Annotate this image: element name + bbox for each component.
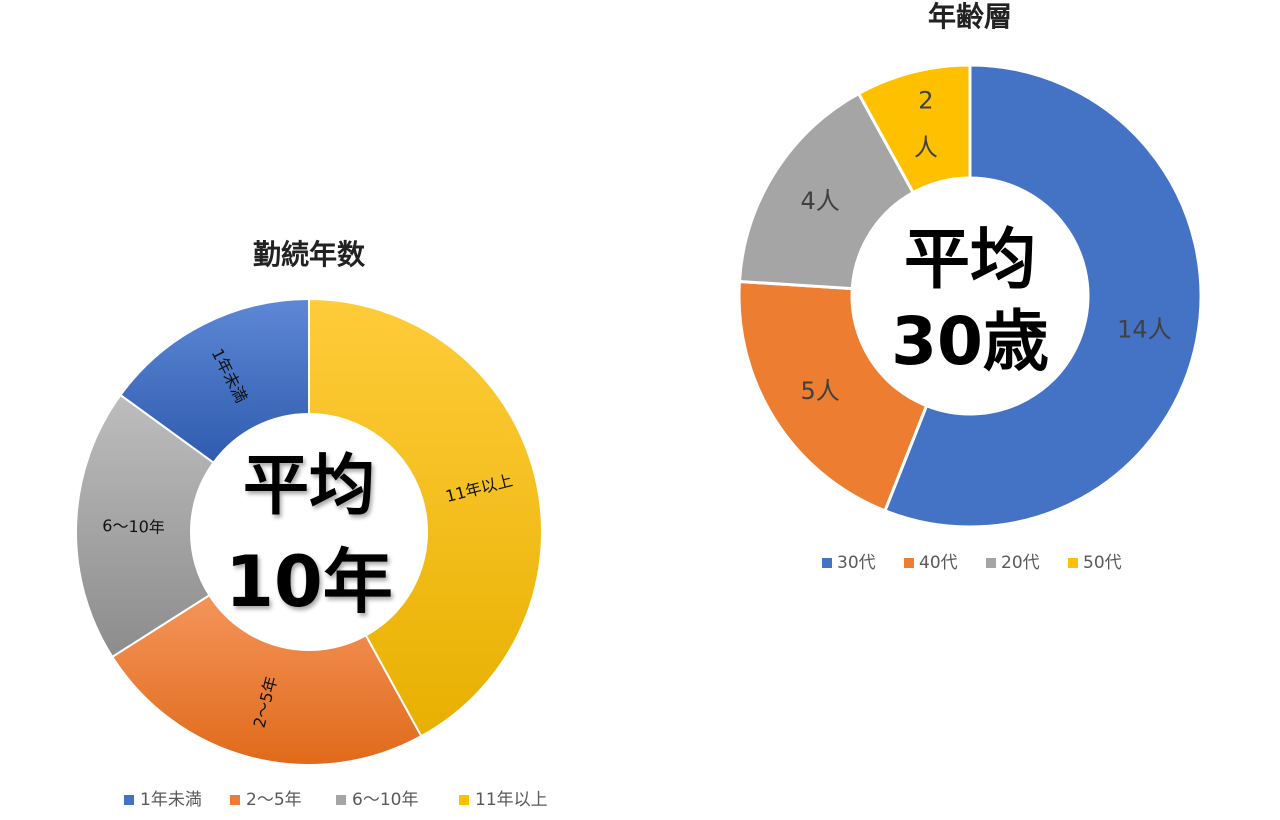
tenure-legend: 1年未満 2〜5年 6〜10年 11年以上 <box>124 790 548 810</box>
tenure-slice-3 <box>119 297 310 465</box>
age-center-text: 平均 30歳 <box>891 221 1049 380</box>
age-legend-label-0: 30代 <box>837 553 876 573</box>
age-data-label-3-0: 2 <box>918 87 933 115</box>
age-center-line-1: 平均 <box>904 221 1036 298</box>
tenure-slice-2 <box>75 393 215 659</box>
tenure-center-line-2: 10年 <box>225 541 392 623</box>
age-chart-title: 年齢層 <box>928 0 1012 33</box>
age-data-label-3-1: 人 <box>914 134 938 162</box>
age-legend-swatch-0 <box>822 558 832 568</box>
tenure-legend-label-3: 11年以上 <box>475 790 548 810</box>
age-legend-swatch-2 <box>986 558 996 568</box>
tenure-legend-swatch-2 <box>336 795 346 805</box>
tenure-legend-swatch-1 <box>230 795 240 805</box>
age-legend-swatch-1 <box>904 558 914 568</box>
age-legend-label-2: 20代 <box>1001 553 1040 573</box>
age-legend-swatch-3 <box>1068 558 1078 568</box>
age-slice-20 <box>737 91 916 291</box>
tenure-legend-swatch-0 <box>124 795 134 805</box>
age-legend-label-3: 50代 <box>1083 553 1122 573</box>
tenure-slice-1 <box>110 593 423 766</box>
age-legend-label-1: 40代 <box>919 553 958 573</box>
age-data-labels: 14人 5人 4人 2 人 <box>800 87 1171 406</box>
tenure-chart: 勤続年数 11年以上 2〜5年 6〜10年 1年未満 平均 10年 1年未満 2〜5年 6… <box>75 238 548 810</box>
age-donut <box>737 63 1203 529</box>
age-legend: 30代 40代 20代 50代 <box>822 553 1122 573</box>
age-data-label-0: 14人 <box>1117 315 1172 343</box>
tenure-center-line-1: 平均 <box>243 447 375 524</box>
tenure-legend-label-2: 6〜10年 <box>352 790 418 810</box>
tenure-center-text: 平均 10年 <box>225 447 392 623</box>
age-slice-50 <box>856 63 972 195</box>
tenure-slice-0 <box>308 297 543 738</box>
tenure-data-label-2: 6〜10年 <box>102 516 165 537</box>
tenure-legend-label-0: 1年未満 <box>140 790 202 810</box>
tenure-legend-label-1: 2〜5年 <box>246 790 302 810</box>
age-center-line-2: 30歳 <box>891 303 1049 380</box>
age-data-label-1: 5人 <box>800 377 839 405</box>
age-chart: 年齢層 14人 5人 4人 2 人 平均 30歳 30代 40代 20代 50代 <box>737 0 1203 573</box>
tenure-chart-title: 勤続年数 <box>253 238 366 271</box>
tenure-legend-swatch-3 <box>459 795 469 805</box>
age-data-label-2: 4人 <box>800 187 839 215</box>
age-slice-40 <box>737 279 929 513</box>
age-slice-30 <box>883 63 1203 529</box>
tenure-donut <box>75 297 543 766</box>
